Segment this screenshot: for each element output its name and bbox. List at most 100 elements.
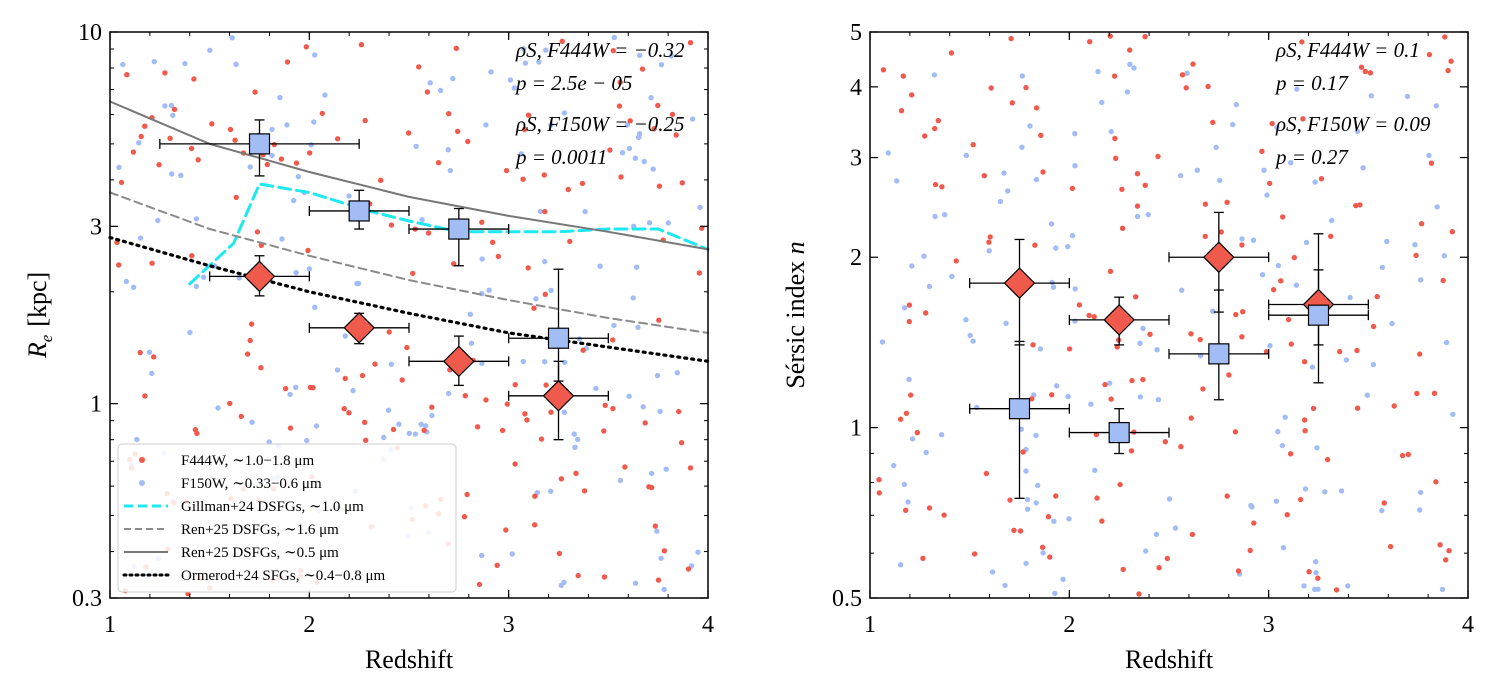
scatter-point-f150w bbox=[1005, 188, 1011, 194]
scatter-point-f150w bbox=[548, 287, 554, 294]
scatter-point-f444w bbox=[935, 117, 941, 124]
scatter-point-f444w bbox=[1291, 254, 1298, 261]
scatter-point-f150w bbox=[155, 217, 161, 224]
scatter-point-f444w bbox=[284, 59, 291, 65]
scatter-point-f444w bbox=[453, 45, 459, 51]
median-f444w-diamond bbox=[343, 311, 376, 344]
scatter-point-f444w bbox=[1119, 186, 1125, 192]
scatter-point-f150w bbox=[641, 158, 647, 165]
scatter-point-f150w bbox=[169, 171, 175, 177]
scatter-point-f444w bbox=[525, 112, 532, 118]
scatter-point-f150w bbox=[1048, 221, 1055, 227]
scatter-point-f444w bbox=[1017, 528, 1024, 534]
scatter-point-f150w bbox=[1023, 468, 1029, 474]
scatter-point-f150w bbox=[233, 61, 239, 67]
scatter-point-f150w bbox=[894, 178, 900, 184]
scatter-point-f444w bbox=[227, 400, 233, 407]
scatter-point-f150w bbox=[902, 305, 908, 311]
scatter-point-f444w bbox=[1047, 554, 1053, 560]
scatter-point-f150w bbox=[1166, 496, 1173, 502]
scatter-point-f150w bbox=[312, 304, 318, 310]
scatter-point-f150w bbox=[170, 112, 176, 119]
scatter-point-f444w bbox=[189, 253, 195, 259]
median-f150w-square bbox=[1108, 421, 1130, 444]
line-dash-cyan bbox=[188, 182, 710, 286]
scatter-point-f150w bbox=[406, 430, 412, 437]
scatter-point-f150w bbox=[963, 317, 969, 323]
scatter-point-f150w bbox=[1293, 282, 1300, 288]
scatter-point-f150w bbox=[1239, 236, 1245, 242]
scatter-point-f444w bbox=[503, 527, 509, 533]
scatter-point-f444w bbox=[142, 393, 148, 399]
scatter-point-f150w bbox=[1250, 237, 1257, 243]
scatter-point-f150w bbox=[1019, 144, 1025, 150]
scatter-point-f150w bbox=[388, 361, 394, 367]
scatter-point-f150w bbox=[350, 387, 356, 394]
scatter-point-f150w bbox=[1313, 559, 1319, 565]
scatter-point-f444w bbox=[1119, 225, 1126, 231]
y-tick-label: 1 bbox=[850, 416, 862, 442]
scatter-point-f150w bbox=[654, 528, 660, 534]
scatter-point-f444w bbox=[616, 103, 623, 109]
scatter-point-f444w bbox=[542, 291, 548, 297]
right-axes-frame bbox=[869, 31, 1469, 599]
scatter-point-f444w bbox=[941, 512, 947, 518]
scatter-point-f150w bbox=[561, 110, 568, 116]
scatter-point-f444w bbox=[1328, 233, 1334, 239]
scatter-point-f150w bbox=[649, 470, 655, 477]
scatter-point-f150w bbox=[1248, 502, 1254, 509]
scatter-point-f444w bbox=[209, 121, 215, 127]
scatter-point-f150w bbox=[1027, 123, 1033, 129]
scatter-point-f444w bbox=[1039, 544, 1046, 550]
scatter-point-f150w bbox=[1035, 482, 1041, 489]
scatter-point-f150w bbox=[1049, 279, 1055, 286]
scatter-point-f444w bbox=[649, 484, 655, 491]
scatter-point-f150w bbox=[1303, 239, 1310, 246]
scatter-point-f444w bbox=[479, 219, 485, 225]
scatter-point-f444w bbox=[307, 150, 313, 156]
scatter-point-f444w bbox=[455, 128, 461, 134]
y-tick-label: 4 bbox=[850, 75, 862, 101]
scatter-point-f150w bbox=[1143, 548, 1149, 554]
scatter-point-f150w bbox=[1134, 213, 1141, 220]
scatter-point-f150w bbox=[520, 358, 526, 365]
legend-label-ren-05: Ren+25 DSFGs, ∼0.5 μm bbox=[181, 545, 339, 561]
right-ylabel-text: Sérsic index bbox=[781, 254, 810, 388]
scatter-point-f444w bbox=[1155, 153, 1161, 160]
scatter-point-f444w bbox=[421, 427, 427, 434]
left-ylabel-sub: e bbox=[37, 334, 56, 342]
scatter-point-f444w bbox=[1263, 349, 1270, 355]
scatter-point-f444w bbox=[678, 440, 685, 446]
scatter-point-f444w bbox=[1362, 68, 1369, 75]
scatter-point-f150w bbox=[162, 103, 168, 109]
scatter-point-f150w bbox=[885, 150, 891, 156]
scatter-point-f444w bbox=[156, 162, 162, 168]
scatter-point-f444w bbox=[378, 177, 384, 183]
scatter-point-f444w bbox=[162, 70, 168, 76]
scatter-point-f150w bbox=[1003, 320, 1009, 326]
scatter-point-f150w bbox=[1137, 394, 1144, 400]
scatter-point-f150w bbox=[626, 393, 632, 399]
scatter-point-f444w bbox=[556, 550, 563, 557]
scatter-point-f150w bbox=[447, 167, 453, 174]
scatter-point-f150w bbox=[617, 477, 624, 484]
median-f150w-square bbox=[348, 200, 370, 222]
scatter-point-f150w bbox=[1092, 467, 1098, 473]
scatter-point-f444w bbox=[1269, 120, 1275, 127]
scatter-point-f444w bbox=[1354, 405, 1361, 411]
scatter-point-f444w bbox=[1224, 493, 1230, 499]
scatter-point-f150w bbox=[1302, 486, 1309, 492]
scatter-point-f444w bbox=[1431, 390, 1438, 396]
scatter-point-f150w bbox=[1033, 176, 1040, 183]
scatter-point-f444w bbox=[1445, 67, 1451, 74]
y-tick-label: 10 bbox=[78, 20, 102, 46]
scatter-point-f444w bbox=[142, 123, 148, 129]
scatter-point-f150w bbox=[1360, 165, 1366, 171]
scatter-point-f150w bbox=[1066, 516, 1072, 522]
scatter-point-f150w bbox=[182, 60, 188, 67]
scatter-point-f444w bbox=[920, 555, 926, 561]
scatter-point-f444w bbox=[435, 160, 442, 166]
scatter-point-f444w bbox=[319, 110, 325, 117]
scatter-point-f444w bbox=[1224, 199, 1230, 205]
